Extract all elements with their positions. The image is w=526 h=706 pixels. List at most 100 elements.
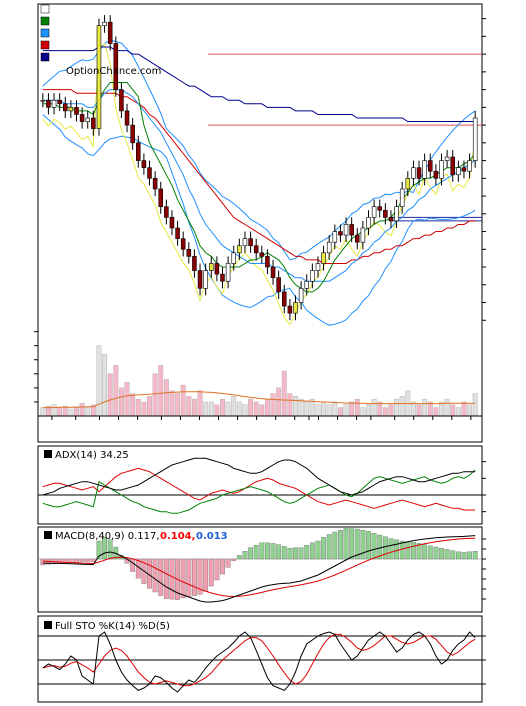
lower-band xyxy=(42,114,476,326)
volume-bar xyxy=(349,401,355,417)
macd-histogram-bar xyxy=(248,547,253,560)
macd-histogram-bar xyxy=(265,542,270,560)
candle-body xyxy=(450,156,455,176)
volume-bar xyxy=(416,404,422,417)
sto-y-axis xyxy=(482,635,486,685)
volume-bar xyxy=(326,404,332,417)
volume-bar xyxy=(337,407,343,417)
volume-bar xyxy=(259,404,265,417)
macd-histogram-bar xyxy=(321,537,326,560)
sto-label: Full STO %K(14) %D(5) xyxy=(55,621,170,632)
volume-bar xyxy=(51,404,57,417)
macd-histogram-bar xyxy=(225,558,231,568)
volume-area xyxy=(40,345,478,417)
volume-bar xyxy=(450,404,456,417)
x-axis-ticks xyxy=(38,415,482,420)
candle-body xyxy=(68,107,74,112)
volume-bar xyxy=(467,404,473,417)
macd-histogram-bar xyxy=(276,544,282,560)
volume-bar xyxy=(40,407,46,417)
candle-body xyxy=(186,248,192,257)
macd-histogram-bar xyxy=(287,548,293,560)
volume-bar xyxy=(281,370,287,417)
macd-histogram-bar xyxy=(450,550,456,560)
volume-bar xyxy=(225,401,231,417)
candle-body xyxy=(467,160,472,172)
volume-bar xyxy=(371,398,377,417)
macd-histogram-bar xyxy=(371,533,377,560)
candle-body xyxy=(220,273,225,282)
macd-histogram-bar xyxy=(107,539,113,560)
adx-plot-area xyxy=(38,457,482,514)
macd-histogram-bar xyxy=(130,558,136,572)
legend-swatch xyxy=(40,16,50,26)
candle-body xyxy=(175,227,180,239)
candle-body xyxy=(282,291,287,307)
candle-body xyxy=(124,110,130,126)
candle-body xyxy=(231,252,236,264)
volume-bar xyxy=(315,404,321,417)
volume-bar xyxy=(124,382,130,417)
volume-bar xyxy=(433,407,439,417)
candle-body xyxy=(203,270,208,289)
macd-histogram-bar xyxy=(253,545,259,560)
candle-body xyxy=(147,167,152,179)
volume-bar xyxy=(264,398,270,417)
volume-bar xyxy=(130,393,136,417)
candle-body xyxy=(411,167,416,179)
candle-body xyxy=(439,160,444,179)
macd-histogram-bar xyxy=(309,542,315,560)
macd-histogram-bar xyxy=(360,530,366,560)
candle-body xyxy=(349,224,354,236)
macd-histogram-bar xyxy=(158,558,164,596)
volume-bar xyxy=(287,393,293,417)
volume-bar xyxy=(68,408,74,417)
sto-panel-frame xyxy=(37,615,483,703)
candle-body xyxy=(399,188,405,208)
macd-histogram-bar xyxy=(343,528,349,560)
volume-bar xyxy=(394,398,400,417)
candle-body xyxy=(405,178,411,190)
candle-body xyxy=(152,178,158,190)
macd-histogram-bar xyxy=(40,558,46,566)
candle-body xyxy=(366,217,371,229)
volume-bar xyxy=(444,398,450,417)
macd-panel: MACD(8,40,9) 0.117, 0.104, 0.013 xyxy=(37,526,486,613)
candle-body xyxy=(388,217,394,222)
candle-body xyxy=(141,160,147,168)
candle-body xyxy=(248,238,253,247)
candle-body xyxy=(298,288,304,303)
macd-histogram-bar xyxy=(422,544,428,560)
sto-panel: Full STO %K(14) %D(5) xyxy=(37,615,486,703)
macd-histogram-bar xyxy=(214,558,220,581)
volume-bar xyxy=(147,396,152,417)
macd-histogram-bar xyxy=(236,555,242,560)
macd-histogram-bar xyxy=(220,558,225,575)
candle-body xyxy=(253,245,259,254)
candle-body xyxy=(91,117,96,129)
candle-body xyxy=(119,89,124,112)
candle-body xyxy=(433,170,439,179)
macd-histogram-bar xyxy=(242,551,248,560)
macd-histogram-bar xyxy=(444,549,450,560)
volume-bar xyxy=(197,390,203,417)
candle-body xyxy=(287,305,293,314)
volume-bar xyxy=(220,398,225,417)
volume-bar xyxy=(163,379,169,417)
candle-body xyxy=(113,43,119,90)
volume-bar xyxy=(74,407,79,417)
macd-histogram-bar xyxy=(163,558,169,599)
candle-body xyxy=(40,99,46,102)
price-panel: OptionChance.com xyxy=(34,3,486,443)
volume-bar xyxy=(382,407,388,417)
candle-body xyxy=(192,256,197,271)
macd-histogram-bar xyxy=(203,558,209,592)
macd-histogram-bar xyxy=(186,558,192,597)
macd-histogram-bar xyxy=(416,543,422,560)
candle-body xyxy=(136,142,141,161)
macd-histogram-bar xyxy=(411,542,416,560)
sto-d-line xyxy=(42,633,476,687)
volume-bar xyxy=(231,396,237,417)
